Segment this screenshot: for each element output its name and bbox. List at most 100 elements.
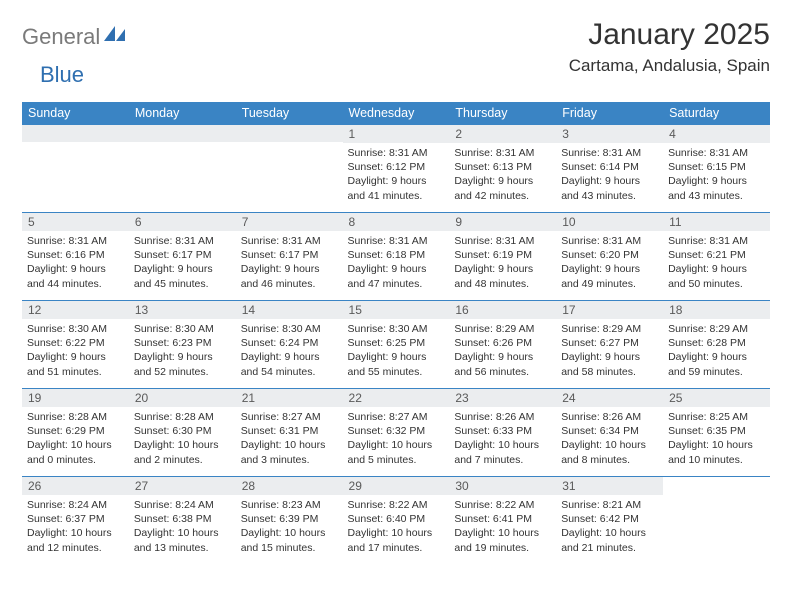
sunset-value: 6:31 PM — [279, 425, 318, 437]
sunset-value: 6:37 PM — [66, 513, 105, 525]
sunset-value: 6:30 PM — [172, 425, 211, 437]
sunrise-value: 8:31 AM — [710, 147, 749, 159]
calendar-row: 5Sunrise: 8:31 AMSunset: 6:16 PMDaylight… — [22, 213, 770, 301]
sunset-value: 6:39 PM — [279, 513, 318, 525]
day-number: 22 — [343, 389, 450, 407]
daylight-label: Daylight: — [134, 351, 178, 363]
sunrise-value: 8:28 AM — [175, 411, 214, 423]
calendar-cell: 8Sunrise: 8:31 AMSunset: 6:18 PMDaylight… — [343, 213, 450, 301]
day-number: 29 — [343, 477, 450, 495]
sunset-label: Sunset: — [454, 425, 493, 437]
calendar-row: 19Sunrise: 8:28 AMSunset: 6:29 PMDayligh… — [22, 389, 770, 477]
sunrise-label: Sunrise: — [561, 323, 602, 335]
daylight-label: Daylight: — [241, 263, 285, 275]
daylight-label: Daylight: — [134, 439, 178, 451]
sunrise-label: Sunrise: — [27, 323, 68, 335]
daylight-label: Daylight: — [241, 527, 285, 539]
calendar-cell: 26Sunrise: 8:24 AMSunset: 6:37 PMDayligh… — [22, 477, 129, 565]
day-number: 5 — [22, 213, 129, 231]
sunrise-value: 8:31 AM — [175, 235, 214, 247]
sunset-value: 6:19 PM — [493, 249, 532, 261]
sunset-label: Sunset: — [348, 249, 387, 261]
daylight-label: Daylight: — [668, 263, 712, 275]
sunset-label: Sunset: — [134, 249, 173, 261]
calendar-cell: 30Sunrise: 8:22 AMSunset: 6:41 PMDayligh… — [449, 477, 556, 565]
brand-part1: General — [22, 24, 100, 50]
sunset-value: 6:20 PM — [600, 249, 639, 261]
sunset-label: Sunset: — [348, 425, 387, 437]
sunrise-label: Sunrise: — [454, 323, 495, 335]
weekday-header: Sunday — [22, 102, 129, 125]
sunrise-value: 8:25 AM — [710, 411, 749, 423]
sunset-value: 6:23 PM — [172, 337, 211, 349]
sunset-label: Sunset: — [454, 513, 493, 525]
sunset-value: 6:26 PM — [493, 337, 532, 349]
day-number: 30 — [449, 477, 556, 495]
sunrise-label: Sunrise: — [348, 499, 389, 511]
daylight-label: Daylight: — [454, 527, 498, 539]
sunrise-label: Sunrise: — [454, 147, 495, 159]
calendar-row: 26Sunrise: 8:24 AMSunset: 6:37 PMDayligh… — [22, 477, 770, 565]
sunset-label: Sunset: — [27, 337, 66, 349]
sunrise-value: 8:31 AM — [603, 147, 642, 159]
sunset-value: 6:18 PM — [386, 249, 425, 261]
sunrise-label: Sunrise: — [348, 147, 389, 159]
daylight-label: Daylight: — [27, 439, 71, 451]
sunrise-value: 8:26 AM — [603, 411, 642, 423]
calendar-cell — [663, 477, 770, 565]
day-details: Sunrise: 8:24 AMSunset: 6:38 PMDaylight:… — [129, 495, 236, 559]
calendar-cell: 19Sunrise: 8:28 AMSunset: 6:29 PMDayligh… — [22, 389, 129, 477]
location-text: Cartama, Andalusia, Spain — [569, 56, 770, 76]
day-number: 15 — [343, 301, 450, 319]
day-details: Sunrise: 8:31 AMSunset: 6:20 PMDaylight:… — [556, 231, 663, 295]
sunset-value: 6:34 PM — [600, 425, 639, 437]
calendar-cell — [236, 125, 343, 213]
calendar-cell: 15Sunrise: 8:30 AMSunset: 6:25 PMDayligh… — [343, 301, 450, 389]
sunset-label: Sunset: — [348, 513, 387, 525]
sunrise-value: 8:31 AM — [496, 235, 535, 247]
sunrise-value: 8:22 AM — [496, 499, 535, 511]
sunrise-label: Sunrise: — [134, 499, 175, 511]
sunrise-label: Sunrise: — [668, 235, 709, 247]
calendar-cell: 3Sunrise: 8:31 AMSunset: 6:14 PMDaylight… — [556, 125, 663, 213]
calendar-cell: 28Sunrise: 8:23 AMSunset: 6:39 PMDayligh… — [236, 477, 343, 565]
sunrise-label: Sunrise: — [348, 235, 389, 247]
sunset-label: Sunset: — [668, 161, 707, 173]
calendar-cell: 4Sunrise: 8:31 AMSunset: 6:15 PMDaylight… — [663, 125, 770, 213]
sunrise-value: 8:30 AM — [68, 323, 107, 335]
calendar-cell: 2Sunrise: 8:31 AMSunset: 6:13 PMDaylight… — [449, 125, 556, 213]
month-title: January 2025 — [569, 18, 770, 52]
sunrise-label: Sunrise: — [241, 411, 282, 423]
calendar-cell: 22Sunrise: 8:27 AMSunset: 6:32 PMDayligh… — [343, 389, 450, 477]
daylight-label: Daylight: — [27, 263, 71, 275]
sunset-value: 6:13 PM — [493, 161, 532, 173]
sunrise-value: 8:31 AM — [603, 235, 642, 247]
sunrise-value: 8:30 AM — [175, 323, 214, 335]
sunrise-value: 8:29 AM — [603, 323, 642, 335]
day-details: Sunrise: 8:24 AMSunset: 6:37 PMDaylight:… — [22, 495, 129, 559]
day-details: Sunrise: 8:29 AMSunset: 6:26 PMDaylight:… — [449, 319, 556, 383]
sunrise-label: Sunrise: — [668, 411, 709, 423]
brand-part2: Blue — [40, 62, 84, 88]
sail-icon — [104, 26, 126, 49]
sunset-label: Sunset: — [348, 337, 387, 349]
day-details: Sunrise: 8:31 AMSunset: 6:13 PMDaylight:… — [449, 143, 556, 207]
weekday-header: Tuesday — [236, 102, 343, 125]
day-details: Sunrise: 8:31 AMSunset: 6:21 PMDaylight:… — [663, 231, 770, 295]
sunrise-value: 8:31 AM — [389, 147, 428, 159]
sunset-label: Sunset: — [27, 513, 66, 525]
weekday-header: Friday — [556, 102, 663, 125]
day-details: Sunrise: 8:21 AMSunset: 6:42 PMDaylight:… — [556, 495, 663, 559]
daylight-label: Daylight: — [454, 263, 498, 275]
sunset-label: Sunset: — [561, 161, 600, 173]
day-number: 9 — [449, 213, 556, 231]
sunrise-label: Sunrise: — [27, 411, 68, 423]
sunrise-value: 8:29 AM — [496, 323, 535, 335]
day-details: Sunrise: 8:31 AMSunset: 6:18 PMDaylight:… — [343, 231, 450, 295]
weekday-header: Monday — [129, 102, 236, 125]
sunset-label: Sunset: — [561, 513, 600, 525]
day-details: Sunrise: 8:30 AMSunset: 6:23 PMDaylight:… — [129, 319, 236, 383]
day-details: Sunrise: 8:31 AMSunset: 6:15 PMDaylight:… — [663, 143, 770, 207]
sunset-label: Sunset: — [241, 337, 280, 349]
day-details: Sunrise: 8:31 AMSunset: 6:17 PMDaylight:… — [129, 231, 236, 295]
